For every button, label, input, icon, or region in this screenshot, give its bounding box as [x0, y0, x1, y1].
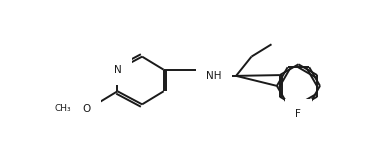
- Text: NH: NH: [206, 71, 222, 81]
- Text: O: O: [83, 104, 91, 114]
- Text: F: F: [296, 109, 301, 119]
- Text: N: N: [113, 65, 121, 75]
- Text: CH₃: CH₃: [55, 104, 71, 114]
